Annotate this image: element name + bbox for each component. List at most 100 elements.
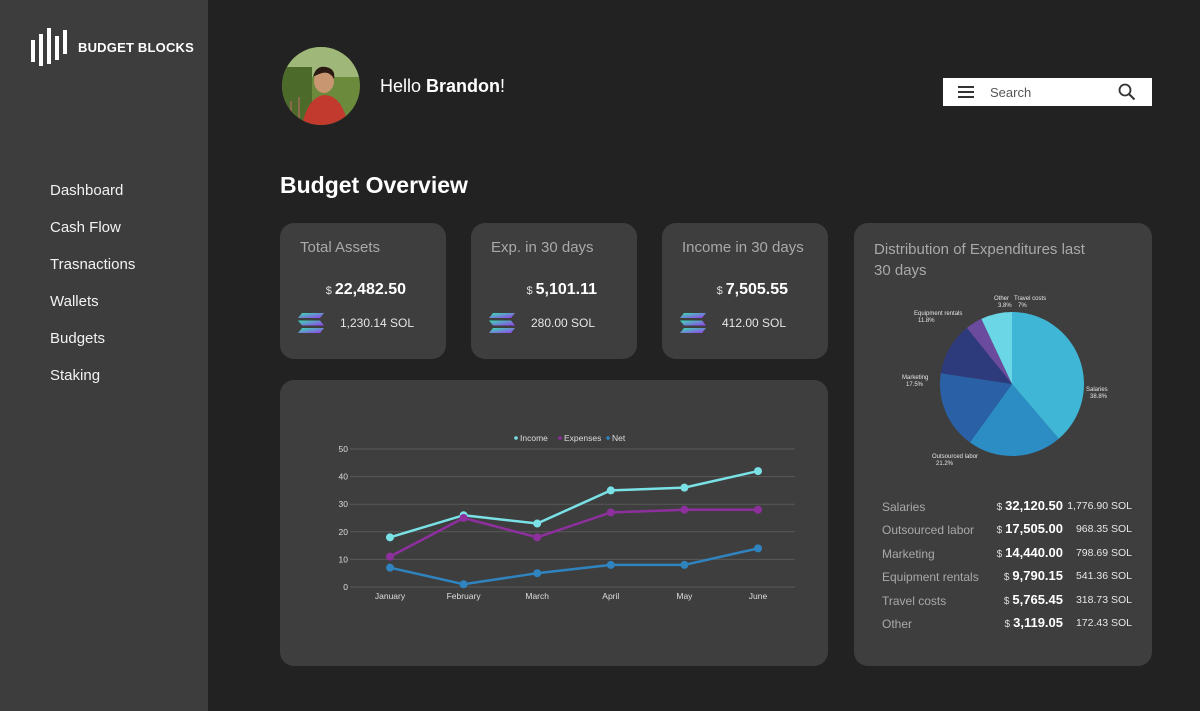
legend-marker [514,436,518,440]
hamburger-menu-icon[interactable] [958,86,974,98]
row-amount-value: 3,119.05 [1013,614,1063,630]
currency-symbol: $ [325,285,332,297]
series-line [389,469,759,539]
nav-item-dashboard[interactable]: Dashboard [50,182,124,199]
solana-icon [298,313,324,333]
stat-card-expenses: Exp. in 30 days $5,101.11 280.00 SOL [471,223,637,359]
bars-logo-icon [31,28,67,66]
data-point [386,552,394,561]
sol-row: 280.00 SOL [489,313,595,333]
solana-icon [489,313,515,333]
expenditure-table: Salaries $32,120.50 1,776.90 SOL Outsource… [882,498,1132,638]
row-name: Marketing [882,546,935,561]
currency-symbol: $ [996,502,1003,513]
pie-slice [981,312,1012,384]
greeting-prefix: Hello [380,76,427,96]
currency-symbol: $ [1004,618,1011,630]
data-point [386,563,394,572]
row-name: Salaries [882,500,926,514]
distribution-title: Distribution of Expenditures last 30 day… [874,241,1085,279]
greeting-name: Brandon [426,76,501,96]
avatar[interactable] [282,47,360,125]
row-sol: 968.35 SOL [1075,523,1132,536]
row-amount: $14,440.00 [997,545,1063,560]
y-tick-label: 40 [339,472,349,482]
nav-item-budgets[interactable]: Budgets [50,330,106,347]
row-sol: 541.36 SOL [1075,570,1132,583]
y-tick-label: 10 [339,554,349,564]
x-tick-label: February [447,591,482,601]
row-sol: 318.73 SOL [1075,593,1132,606]
row-sol: 1,776.90 SOL [1067,500,1132,512]
currency-symbol: $ [716,285,723,297]
solana-icon [680,313,706,333]
data-point [754,544,762,553]
y-tick-label: 0 [343,582,348,592]
row-name: Other [882,616,913,631]
x-tick-label: March [525,591,549,601]
data-point [459,580,468,589]
data-point [606,508,615,517]
stat-amount: $5,101.11 [526,281,597,299]
stat-amount: $7,505.55 [717,281,788,299]
pie-slice [969,384,1059,456]
row-amount-value: 9,790.15 [1012,568,1063,584]
row-name: Travel costs [882,593,947,608]
data-point [606,486,615,495]
pie-slice [966,318,1012,384]
stat-amount: $22,482.50 [326,281,406,299]
slice-percent: 11.8% [918,318,935,324]
row-sol: 172.43 SOL [1075,616,1132,629]
slice-percent: 38.8% [1090,394,1108,400]
pie-slice [1012,312,1084,439]
row-amount: $32,120.50 [997,498,1063,513]
slice-label: Equipment rentals [914,311,962,317]
series-line [389,547,759,586]
brand-logo[interactable]: BUDGET BLOCKS [30,26,194,68]
line-chart: 0 10 20 30 40 50 January February March April May J… [339,433,795,601]
data-point [680,483,689,492]
currency-symbol: $ [526,285,533,297]
search-icon[interactable] [1118,83,1136,101]
slice-label: Other [994,296,1009,302]
brand-name: BUDGET BLOCKS [78,39,194,55]
search-input[interactable]: Search [990,84,1032,100]
pie-slice [940,327,1012,384]
data-point [754,505,762,514]
pie-slice [940,373,1012,443]
slice-percent: 21.2% [936,461,954,467]
nav-item-cash-flow[interactable]: Cash Flow [50,219,121,236]
sol-row: 1,230.14 SOL [298,313,414,333]
legend-marker [606,436,610,440]
distribution-card: Distribution of Expenditures last 30 day… [854,223,1152,666]
page-title: Budget Overview [280,172,468,198]
nav-item-staking[interactable]: Staking [50,367,101,384]
row-name: Equipment rentals [882,570,979,585]
data-point [680,505,689,514]
data-point [459,514,468,522]
sol-value: 280.00 SOL [531,316,596,330]
search-bar[interactable]: Search [943,78,1152,106]
row-amount-value: 32,120.50 [1005,498,1063,513]
stat-label: Exp. in 30 days [491,239,594,256]
sidebar: BUDGET BLOCKS Dashboard Cash Flow Trasna… [0,0,208,711]
row-amount: $17,505.00 [997,521,1063,536]
x-tick-label: June [749,591,768,601]
slice-percent: 17.5% [906,382,924,388]
row-name: Outsourced labor [882,523,975,538]
data-point [606,560,615,569]
data-point [533,533,542,542]
sidebar-nav: Dashboard Cash Flow Trasnactions Wallets… [50,181,135,403]
row-amount: $9,790.15 [1004,568,1063,583]
nav-item-wallets[interactable]: Wallets [50,293,99,310]
line-chart-card: 0 10 20 30 40 50 January February March April May J… [280,380,828,666]
currency-symbol: $ [1003,572,1010,584]
table-row: Marketing $14,440.00 798.69 SOL [882,545,1132,568]
table-row: Travel costs $5,765.45 318.73 SOL [882,592,1132,615]
row-sol: 798.69 SOL [1075,546,1132,559]
greeting: Hello Brandon! [380,76,505,97]
nav-item-transactions[interactable]: Trasnactions [50,256,136,273]
y-tick-label: 50 [339,444,349,454]
stat-value: 22,482.50 [334,281,406,298]
